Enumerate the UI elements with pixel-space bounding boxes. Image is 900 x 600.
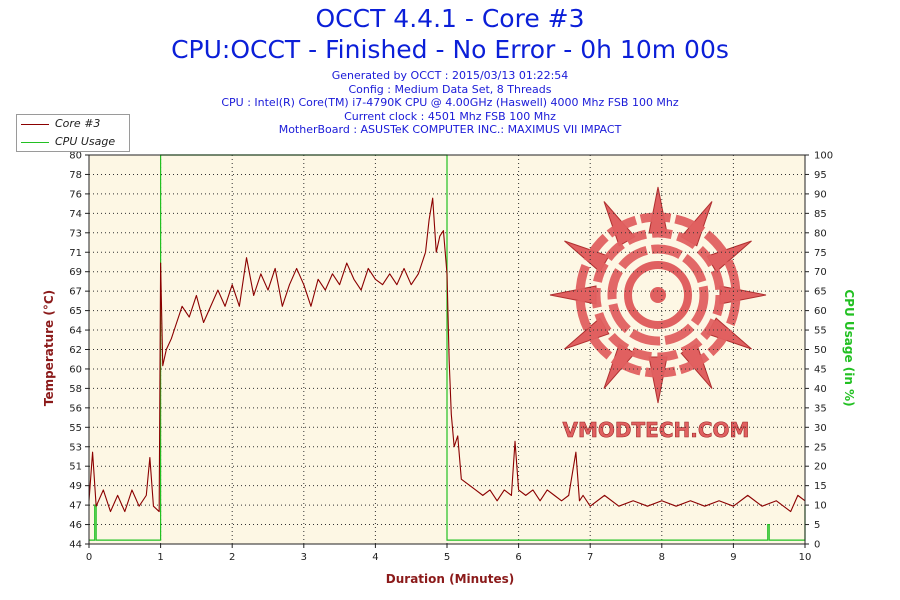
x-tick-label: 1 [157, 552, 163, 563]
y2-tick-label: 0 [814, 540, 820, 551]
series-line-cpu-usage [89, 154, 806, 541]
x-tick-label: 7 [587, 552, 593, 563]
y-tick-label: 62 [69, 345, 82, 356]
legend-swatch-cpu-usage [21, 142, 49, 143]
y2-tick-label: 60 [814, 306, 827, 317]
y2-tick-label: 75 [814, 248, 827, 259]
y-tick-label: 80 [69, 151, 82, 162]
y-tick-label: 64 [69, 326, 82, 337]
y-tick-label: 46 [69, 520, 82, 531]
y2-tick-label: 95 [814, 170, 827, 181]
watermark-ring [607, 244, 709, 346]
y2-tick-label: 35 [814, 403, 827, 414]
x-tick-label: 0 [86, 552, 92, 563]
legend-swatch-core3 [21, 124, 49, 125]
x-tick-label: 10 [799, 552, 812, 563]
legend-item-core3: Core #3 [17, 116, 129, 132]
y2-tick-label: 50 [814, 345, 827, 356]
x-tick-label: 2 [229, 552, 235, 563]
y-tick-label: 74 [69, 209, 82, 220]
y-tick-label: 76 [69, 189, 82, 200]
y-tick-label: 55 [69, 423, 82, 434]
y-tick-label: 51 [69, 462, 82, 473]
y2-tick-label: 40 [814, 384, 827, 395]
y2-tick-label: 30 [814, 423, 827, 434]
y-tick-label: 60 [69, 364, 82, 375]
y-tick-label: 67 [69, 287, 82, 298]
y2-tick-label: 45 [814, 364, 827, 375]
x-tick-label: 5 [444, 552, 450, 563]
watermark-text: VMODTECH.COM [563, 418, 750, 442]
y-tick-label: 56 [69, 403, 82, 414]
y-tick-label: 44 [69, 540, 82, 551]
info-generated: Generated by OCCT : 2015/03/13 01:22:54 [331, 69, 569, 82]
y2-tick-label: 85 [814, 209, 827, 220]
y2-tick-label: 25 [814, 442, 827, 453]
info-motherboard: MotherBoard : ASUSTeK COMPUTER INC.: MAX… [278, 123, 622, 136]
y-tick-label: 71 [69, 248, 82, 259]
y-tick-label: 49 [69, 481, 82, 492]
y2-tick-label: 10 [814, 501, 827, 512]
y-tick-label: 69 [69, 267, 82, 278]
x-tick-label: 9 [730, 552, 736, 563]
x-tick-label: 6 [515, 552, 521, 563]
y-tick-label: 78 [69, 170, 82, 181]
info-block: Generated by OCCT : 2015/03/13 01:22:54 … [0, 69, 900, 137]
watermark-ring [575, 212, 741, 378]
y-tick-label: 53 [69, 442, 82, 453]
legend-label-cpu-usage: CPU Usage [55, 135, 116, 148]
watermark: VMODTECH.COM [549, 186, 767, 442]
watermark-core [650, 287, 666, 303]
info-cpu: CPU : Intel(R) Core(TM) i7-4790K CPU @ 4… [221, 96, 679, 109]
y2-tick-label: 65 [814, 287, 827, 298]
y-tick-label: 58 [69, 384, 82, 395]
y-tick-label: 65 [69, 306, 82, 317]
chart-subtitle: CPU:OCCT - Finished - No Error - 0h 10m … [171, 35, 729, 64]
y-axis-title: Temperature (°C) [42, 289, 56, 407]
y2-axis-title: CPU Usage (in %) [842, 289, 856, 407]
y2-tick-label: 55 [814, 326, 827, 337]
legend-item-cpu-usage: CPU Usage [17, 134, 129, 150]
x-axis-title: Duration (Minutes) [385, 572, 515, 586]
y-tick-label: 47 [69, 501, 82, 512]
chart-title: OCCT 4.4.1 - Core #3 [315, 4, 585, 33]
y2-tick-label: 70 [814, 267, 827, 278]
y2-tick-label: 5 [814, 520, 820, 531]
info-config: Config : Medium Data Set, 8 Threads [348, 82, 552, 96]
info-clock: Current clock : 4501 Mhz FSB 100 Mhz [344, 109, 556, 123]
y2-tick-label: 100 [814, 151, 833, 162]
series-line-core3 [88, 197, 806, 513]
y2-tick-label: 20 [814, 462, 827, 473]
y2-tick-label: 15 [814, 481, 827, 492]
x-tick-label: 8 [659, 552, 665, 563]
y-tick-label: 73 [69, 228, 82, 239]
x-tick-label: 4 [372, 552, 378, 563]
legend: Core #3 CPU Usage [16, 114, 130, 152]
watermark-inner-ring [624, 261, 692, 329]
legend-label-core3: Core #3 [55, 117, 101, 130]
x-tick-label: 3 [301, 552, 307, 563]
y2-tick-label: 90 [814, 189, 827, 200]
y2-tick-label: 80 [814, 228, 827, 239]
